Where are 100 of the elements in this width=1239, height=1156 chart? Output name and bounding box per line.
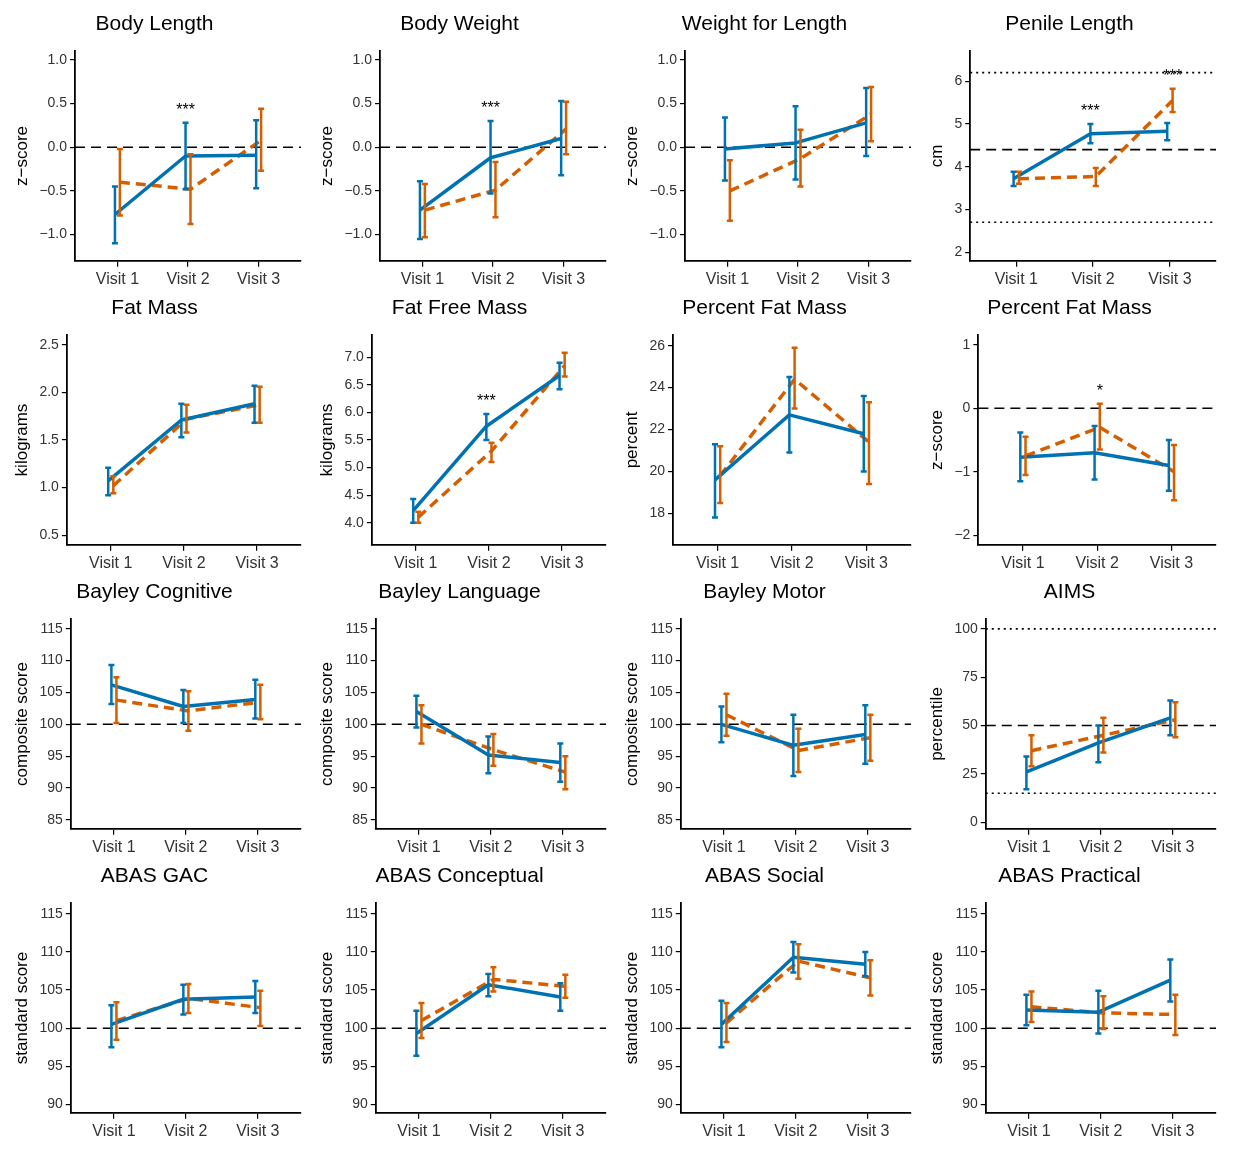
- y-tick-label: 115: [40, 904, 63, 921]
- x-tick-label: Visit 3: [1148, 269, 1192, 287]
- y-tick-label: 100: [649, 715, 673, 732]
- x-tick-label: Visit 3: [1149, 553, 1194, 571]
- chart-title: ABAS Practical: [998, 863, 1141, 887]
- y-tick-label: 2: [954, 243, 963, 260]
- x-tick-label: Visit 1: [92, 1121, 136, 1139]
- y-tick-label: −1.0: [649, 225, 678, 242]
- y-tick-label: 115: [40, 619, 63, 636]
- y-tick-label: 110: [345, 651, 368, 668]
- y-axis-title: z−score: [316, 126, 336, 186]
- x-tick-label: Visit 3: [236, 1121, 280, 1139]
- y-axis-title: composite score: [316, 662, 336, 786]
- y-tick-label: 105: [954, 980, 978, 997]
- y-tick-label: 5.5: [344, 430, 365, 447]
- x-tick-label: Visit 1: [702, 1121, 746, 1139]
- y-tick-label: 90: [657, 1095, 673, 1112]
- y-tick-label: 85: [47, 810, 63, 827]
- y-tick-label: −1: [954, 462, 971, 479]
- y-tick-label: 1.0: [352, 50, 373, 67]
- y-tick-label: 105: [344, 980, 368, 997]
- data-label: ***: [477, 392, 496, 410]
- y-tick-label: 22: [649, 420, 666, 437]
- y-tick-label: 4.5: [344, 486, 365, 503]
- y-tick-label: 100: [954, 619, 978, 636]
- y-tick-label: 100: [954, 1019, 978, 1036]
- x-tick-label: Visit 2: [1071, 269, 1115, 287]
- chart-title: Fat Mass: [111, 295, 198, 319]
- y-axis-title: percentile: [926, 687, 946, 761]
- y-tick-label: 6.0: [344, 403, 365, 420]
- y-tick-label: 115: [345, 904, 368, 921]
- x-tick-label: Visit 2: [1075, 553, 1119, 571]
- x-tick-label: Visit 3: [541, 1121, 585, 1139]
- y-tick-label: 90: [47, 1095, 63, 1112]
- x-tick-label: Visit 2: [770, 553, 814, 571]
- y-tick-label: 1.5: [39, 430, 60, 447]
- y-tick-label: 1.0: [39, 478, 60, 495]
- x-tick-label: Visit 3: [1151, 1121, 1195, 1139]
- y-tick-label: −0.5: [39, 181, 68, 198]
- y-tick-label: 100: [39, 1019, 63, 1036]
- x-tick-label: Visit 3: [540, 553, 584, 571]
- y-axis-title: percent: [621, 411, 641, 469]
- x-tick-label: Visit 2: [469, 837, 513, 855]
- y-axis-title: z−score: [11, 126, 31, 186]
- y-tick-label: 5.0: [344, 458, 365, 475]
- x-tick-label: Visit 3: [236, 837, 280, 855]
- y-axis-title: composite score: [11, 662, 31, 786]
- chart-title: Weight for Length: [681, 11, 848, 35]
- y-axis-title: kilograms: [316, 403, 336, 477]
- y-tick-label: 3: [954, 200, 963, 217]
- y-tick-label: 0.0: [47, 138, 68, 155]
- y-tick-label: 105: [39, 683, 63, 700]
- y-tick-label: 0.5: [47, 94, 68, 111]
- y-tick-label: 6.5: [344, 375, 365, 392]
- x-tick-label: Visit 1: [397, 837, 441, 855]
- chart-title: Body Length: [95, 11, 214, 35]
- y-tick-label: 0: [962, 399, 971, 416]
- y-tick-label: 0.0: [657, 138, 678, 155]
- y-tick-label: 110: [650, 651, 673, 668]
- y-tick-label: 95: [657, 1057, 673, 1074]
- y-tick-label: 105: [344, 683, 368, 700]
- x-tick-label: Visit 3: [541, 837, 585, 855]
- x-tick-label: Visit 2: [774, 1121, 818, 1139]
- chart-title: Penile Length: [1005, 11, 1134, 35]
- x-tick-label: Visit 1: [400, 269, 445, 287]
- chart-title: Body Weight: [400, 11, 519, 35]
- chart-title: Bayley Cognitive: [76, 579, 233, 603]
- y-tick-label: 115: [650, 619, 673, 636]
- y-tick-label: 105: [39, 980, 63, 997]
- y-tick-label: 0.5: [352, 94, 373, 111]
- y-tick-label: 100: [39, 715, 63, 732]
- y-tick-label: 7.0: [344, 348, 365, 365]
- x-tick-label: Visit 1: [89, 553, 133, 571]
- y-tick-label: −1.0: [344, 225, 373, 242]
- y-tick-label: 50: [962, 716, 978, 733]
- y-tick-label: 115: [345, 619, 368, 636]
- data-label: *: [1096, 382, 1103, 400]
- y-tick-label: −1.0: [39, 225, 68, 242]
- y-tick-label: 2.0: [39, 383, 60, 400]
- y-axis-title: standard score: [926, 951, 946, 1065]
- x-tick-label: Visit 1: [705, 269, 750, 287]
- y-tick-label: 1.0: [47, 50, 68, 67]
- y-tick-label: 20: [649, 462, 666, 479]
- x-tick-label: Visit 1: [95, 269, 140, 287]
- y-tick-label: 0: [969, 813, 978, 830]
- x-tick-label: Visit 3: [236, 269, 281, 287]
- x-tick-label: Visit 1: [994, 269, 1039, 287]
- y-tick-label: 1: [962, 335, 971, 352]
- y-tick-label: 1.0: [657, 50, 678, 67]
- y-tick-label: −0.5: [344, 181, 373, 198]
- y-tick-label: 90: [657, 778, 673, 795]
- y-tick-label: 115: [955, 904, 978, 921]
- x-tick-label: Visit 2: [166, 269, 210, 287]
- x-tick-label: Visit 1: [394, 553, 438, 571]
- x-tick-label: Visit 2: [774, 837, 818, 855]
- y-tick-label: 105: [649, 683, 673, 700]
- chart-title: ABAS Social: [704, 863, 825, 887]
- x-tick-label: Visit 1: [1007, 837, 1051, 855]
- y-tick-label: 0.0: [352, 138, 373, 155]
- y-axis-title: composite score: [621, 662, 641, 786]
